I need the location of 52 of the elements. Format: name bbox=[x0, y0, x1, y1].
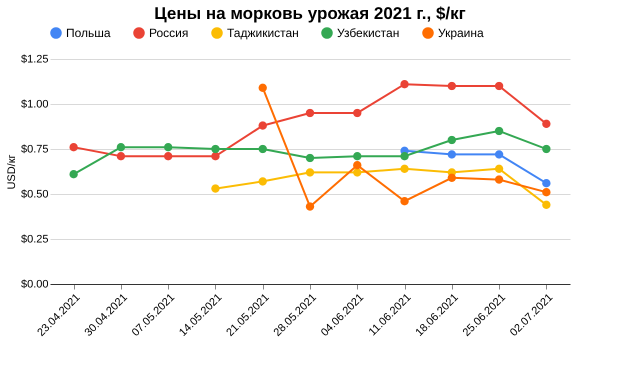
point bbox=[353, 161, 362, 170]
point bbox=[494, 164, 504, 173]
point bbox=[448, 136, 456, 144]
point bbox=[494, 150, 504, 159]
legend-label: Польша bbox=[66, 26, 111, 40]
point bbox=[542, 120, 551, 128]
point bbox=[258, 177, 267, 186]
point bbox=[542, 188, 551, 196]
point bbox=[542, 144, 551, 154]
point bbox=[116, 143, 126, 152]
y-axis-title: USD/кг bbox=[6, 154, 18, 190]
legend-label: Украина bbox=[438, 26, 484, 40]
point bbox=[211, 184, 220, 193]
point bbox=[69, 170, 78, 178]
point bbox=[400, 164, 409, 173]
point bbox=[306, 108, 314, 118]
legend-label: Таджикистан bbox=[227, 26, 299, 40]
point bbox=[164, 143, 172, 152]
point bbox=[211, 144, 220, 154]
point bbox=[448, 82, 456, 90]
point bbox=[258, 84, 267, 92]
point bbox=[164, 152, 172, 160]
point bbox=[448, 174, 456, 182]
y-tick-label: $1.25 bbox=[20, 54, 48, 66]
legend-label: Узбекистан bbox=[337, 26, 400, 40]
point bbox=[542, 200, 551, 209]
point bbox=[306, 154, 314, 162]
point bbox=[400, 197, 409, 206]
point bbox=[211, 152, 220, 160]
point bbox=[258, 121, 267, 130]
chart-title: Цены на морковь урожая 2021 г., $/кг bbox=[154, 4, 466, 23]
point bbox=[306, 202, 314, 211]
point bbox=[258, 144, 267, 154]
point bbox=[494, 175, 504, 184]
y-tick-label: $0.75 bbox=[20, 144, 48, 156]
point bbox=[353, 108, 362, 118]
point bbox=[448, 150, 456, 159]
y-tick-label: $1.00 bbox=[20, 98, 48, 110]
point bbox=[353, 152, 362, 160]
point bbox=[542, 179, 551, 188]
point bbox=[69, 143, 78, 152]
point bbox=[400, 152, 409, 160]
point bbox=[353, 168, 362, 177]
point bbox=[306, 168, 314, 177]
legend-label: Россия bbox=[149, 26, 188, 40]
point bbox=[494, 126, 504, 136]
point bbox=[116, 152, 126, 160]
point bbox=[494, 82, 504, 90]
y-tick-label: $0.00 bbox=[20, 278, 48, 290]
y-tick-label: $0.25 bbox=[20, 234, 48, 246]
point bbox=[400, 80, 409, 88]
y-tick-label: $0.50 bbox=[20, 188, 48, 200]
